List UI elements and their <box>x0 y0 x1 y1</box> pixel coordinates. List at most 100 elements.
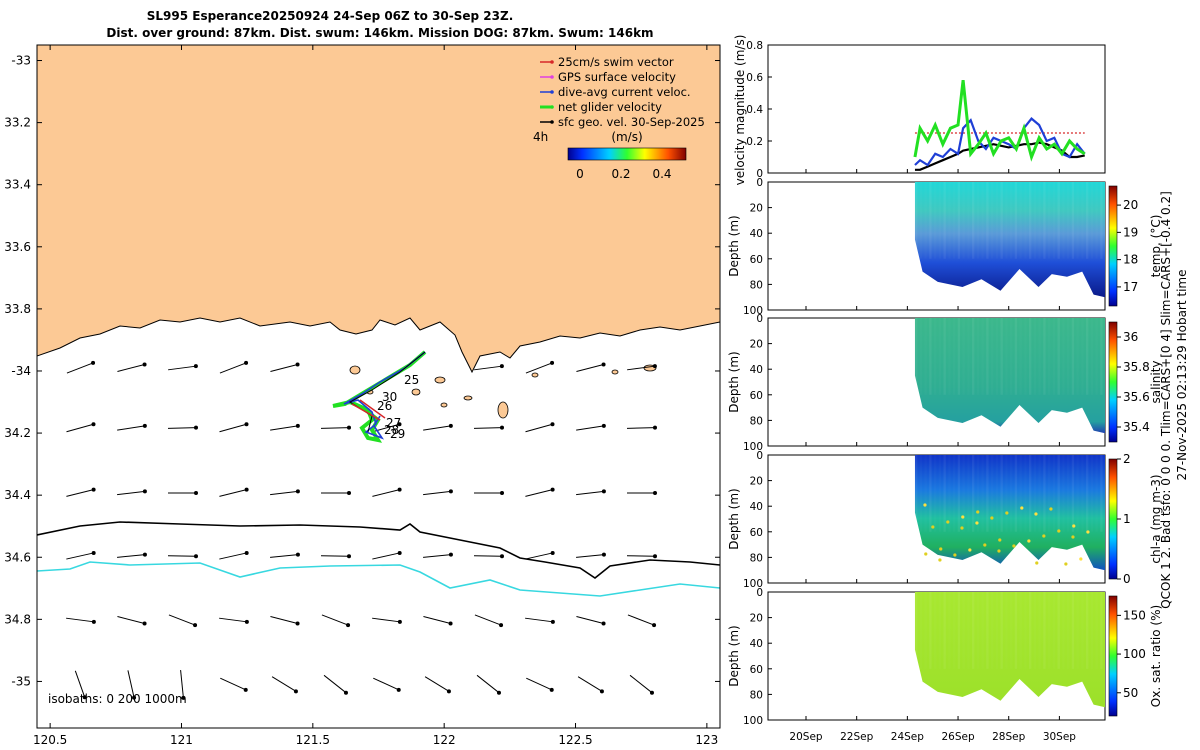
current-arrow <box>320 425 351 430</box>
legend-entry: net glider velocity <box>540 100 662 114</box>
section-streak <box>1057 592 1060 669</box>
section-panel: 100 80 60 40 20 0 Depth (m) 50 100 150 Ox. sat. ra… <box>727 587 1163 727</box>
map-x-tick-label: 122 <box>433 733 456 747</box>
current-arrow <box>66 550 96 560</box>
section-streak <box>1014 182 1018 259</box>
section-colorbar: 50 100 150 Ox. sat. ratio (%) <box>1108 595 1163 717</box>
glider-track <box>332 350 427 443</box>
section-streak <box>934 592 936 669</box>
section-streak <box>920 318 922 395</box>
section-streak <box>1085 182 1089 259</box>
section-y-tick-label: 80 <box>750 415 763 427</box>
section-streak <box>939 318 941 395</box>
section-streak <box>1081 182 1083 259</box>
section-streak <box>1053 455 1055 532</box>
track-day-label: 27 <box>386 416 401 430</box>
section-streak <box>924 592 926 669</box>
isobaths-label: isobaths: 0 200 1000m <box>48 692 187 706</box>
section-y-tick-label: 40 <box>750 228 763 240</box>
current-arrow <box>66 422 96 433</box>
section-colorbar-tick: 50 <box>1123 686 1138 700</box>
current-arrow <box>66 360 96 374</box>
velocity-y-tick-label: 0.8 <box>746 40 763 52</box>
velocity-y-tick-label: 0.6 <box>746 72 763 84</box>
colorbar-tick-label: 0.2 <box>611 167 630 181</box>
current-arrow <box>66 617 96 624</box>
colorbar-ticks: 0 0.2 0.4 <box>576 167 671 181</box>
current-arrow <box>117 362 147 372</box>
section-panel: 100 80 60 40 20 0 Depth (m) 0 1 2 chl-a (mg m-3) <box>727 450 1163 590</box>
section-streak <box>1081 592 1083 669</box>
section-streak <box>1095 592 1097 669</box>
section-streak <box>1071 592 1075 669</box>
section-colorbar-tick: 1 <box>1123 512 1131 526</box>
velocity-series-line <box>913 80 1086 162</box>
section-streak <box>1095 182 1097 259</box>
section-streak <box>1014 318 1018 395</box>
map-frame <box>36 44 721 729</box>
section-streak <box>1048 455 1050 532</box>
track-day-label: 28 <box>384 423 399 437</box>
section-streak <box>1091 318 1093 395</box>
current-arrow <box>219 360 249 374</box>
map-x-tick-label: 121.5 <box>296 733 330 747</box>
time-tick-label: 22Sep <box>840 731 873 743</box>
section-y-tick-label: 0 <box>756 313 763 325</box>
section-streak <box>1019 182 1021 259</box>
map-land <box>37 45 720 374</box>
section-streak <box>971 182 975 259</box>
current-arrow <box>219 550 249 560</box>
current-arrow <box>270 489 300 496</box>
section-colorbar-tick: 100 <box>1123 647 1146 661</box>
section-colorbar-tick: 19 <box>1123 225 1138 239</box>
section-y-tick-label: 60 <box>750 664 763 676</box>
section-streak <box>1043 318 1046 395</box>
current-arrow <box>423 423 453 431</box>
map-y-tick-label: 33.8 <box>4 302 31 316</box>
section-streak <box>1048 318 1050 395</box>
section-streak <box>1067 182 1069 259</box>
section-y-tick-label: 20 <box>750 613 763 625</box>
time-tick-label: 24Sep <box>891 731 924 743</box>
time-tick-label: 26Sep <box>941 731 974 743</box>
map-y-tick-label: -35 <box>11 674 31 688</box>
section-panel: 100 80 60 40 20 0 Depth (m) 35.4 35.6 35.8 36 salin… <box>727 313 1163 453</box>
section-streak <box>1062 182 1064 259</box>
section-streak <box>1014 455 1018 532</box>
section-streak <box>1100 455 1103 532</box>
section-streak <box>1062 455 1064 532</box>
map-y-ticks: -33 33.2 33.4 33.6 33.8 -34 34.2 34.4 34.6 34.8 -3… <box>4 54 720 688</box>
section-streak <box>977 318 979 395</box>
section-streak <box>1000 455 1003 532</box>
section-streak <box>1100 182 1103 259</box>
colorbar-tick-label: 0.4 <box>652 167 671 181</box>
current-arrow <box>627 614 657 628</box>
section-streak <box>1038 182 1040 259</box>
section-streak <box>1019 318 1021 395</box>
section-streak <box>1053 318 1055 395</box>
section-colorbar-tick: 20 <box>1123 198 1138 212</box>
current-arrow <box>525 550 555 560</box>
section-streak <box>957 455 961 532</box>
section-streak <box>971 592 975 669</box>
current-arrow <box>576 362 606 372</box>
current-arrow <box>373 677 401 692</box>
current-arrow <box>576 423 606 431</box>
section-streak <box>929 318 932 395</box>
section-streak <box>1071 318 1075 395</box>
section-y-tick-label: 100 <box>743 715 763 727</box>
qc-side-text: QCOK 1 2. Bad tsfo: 0 0 0 0. Tlim=CARS+[… <box>1159 191 1173 609</box>
section-colorbar-tick: 2 <box>1123 452 1131 466</box>
current-arrow <box>219 617 249 624</box>
current-arrow <box>424 676 451 694</box>
current-arrow <box>473 554 504 559</box>
section-streak <box>977 455 979 532</box>
section-streak <box>1085 455 1089 532</box>
section-streak <box>1071 182 1075 259</box>
section-streak <box>967 182 969 259</box>
current-arrow <box>220 677 248 692</box>
section-streak <box>943 455 946 532</box>
